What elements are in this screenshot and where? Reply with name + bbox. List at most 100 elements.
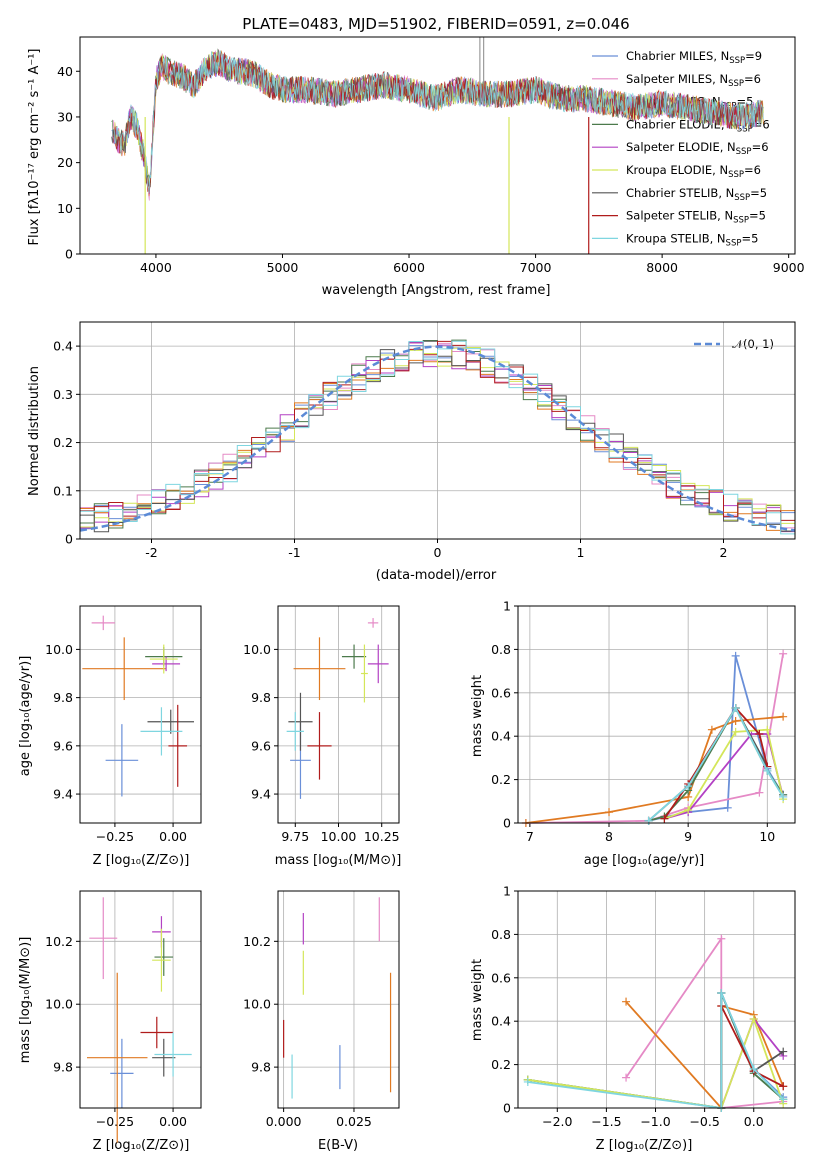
- wz-point-marker: [622, 997, 631, 1006]
- wage-xtick-label: 7: [526, 829, 534, 844]
- massebv-xtick-label: 0.025: [336, 1114, 372, 1129]
- massz-frame: [79, 890, 202, 1109]
- spectrum-xtick-label: 5000: [267, 260, 299, 275]
- agem-ytick-label: 10.0: [243, 642, 271, 657]
- massebv-ytick-label: 10.0: [243, 997, 271, 1012]
- massz-ytick-label: 10.2: [45, 934, 73, 949]
- wage-point-marker: [731, 703, 740, 712]
- agez-ytick-label: 10.0: [45, 642, 73, 657]
- residuals-ylabel: Normed distribution: [27, 366, 42, 496]
- massebv-xlabel: E(B-V): [318, 1138, 358, 1153]
- wage-point-marker: [779, 792, 788, 801]
- wage-point-marker: [723, 803, 732, 812]
- residuals-histograms: [80, 339, 795, 537]
- agem-ytick-label: 9.8: [251, 690, 271, 705]
- figure-title: PLATE=0483, MJD=51902, FIBERID=0591, z=0…: [242, 15, 629, 33]
- wz-point-marker: [717, 988, 726, 997]
- legend-entry-label: Salpeter ELODIE, NSSP=6: [626, 140, 769, 157]
- spectrum-ytick-label: 20: [57, 155, 73, 170]
- wage-point-marker: [763, 766, 772, 775]
- massz-xlabel: Z [log₁₀(Z/Z⊙)]: [93, 1138, 190, 1153]
- wz-ytick-label: 0.2: [491, 1057, 511, 1072]
- normal-legend-label: 𝒩(0, 1): [732, 337, 774, 351]
- legend-entry-label: Kroupa STELIB, NSSP=5: [626, 231, 758, 248]
- wage-ytick-label: 0.8: [491, 642, 511, 657]
- agem-ytick-label: 9.6: [251, 738, 271, 753]
- agez-xtick-label: −0.25: [96, 829, 134, 844]
- agez-ytick-label: 9.8: [53, 690, 73, 705]
- residuals-xtick-label: 2: [720, 545, 728, 560]
- massz-xtick-label: 0.00: [159, 1114, 187, 1129]
- wage-ylabel: mass weight: [470, 675, 485, 757]
- wage-ytick-label: 0.4: [491, 729, 511, 744]
- wz-xlabel: Z [log₁₀(Z/Z⊙)]: [596, 1138, 693, 1153]
- residuals-xtick-label: -2: [145, 545, 157, 560]
- massebv-ytick-label: 9.8: [251, 1060, 271, 1075]
- spectrum-frame: [79, 36, 796, 255]
- wz-point-marker: [749, 1015, 758, 1024]
- spectrum-ytick-label: 0: [65, 247, 73, 262]
- mass-vs-ebv-panel: E(B-V) 0.000 0.025 9.8 10.0 10.2: [243, 890, 400, 1153]
- residuals-ytick-label: 0: [65, 532, 73, 547]
- agem-xtick-label: 10.00: [321, 829, 357, 844]
- spectrum-xtick-label: 7000: [520, 260, 552, 275]
- mass-vs-metallicity-panel: Z [log₁₀(Z/Z⊙)] mass [log₁₀(M/M⊙)] −0.25…: [18, 890, 202, 1153]
- spectrum-xtick-label: 8000: [646, 260, 678, 275]
- massz-xtick-label: −0.25: [96, 1114, 134, 1129]
- spectrum-ytick-label: 40: [57, 64, 73, 79]
- wz-xtick-label: −1.0: [640, 1114, 670, 1129]
- wage-point-marker: [731, 727, 740, 736]
- wage-xtick-label: 9: [684, 829, 692, 844]
- massz-ylabel: mass [log₁₀(M/M⊙)]: [18, 937, 33, 1064]
- wage-series-line: [525, 653, 784, 824]
- residuals-ytick-label: 0.2: [53, 435, 73, 450]
- spectrum-ylabel: Flux [fλ10⁻¹⁷ erg cm⁻² s⁻¹ A⁻¹]: [27, 49, 42, 246]
- spectrum-ytick-label: 10: [57, 201, 73, 216]
- massz-ytick-label: 10.0: [45, 997, 73, 1012]
- wz-ytick-label: 0.4: [491, 1014, 511, 1029]
- wz-frame: [517, 890, 796, 1109]
- wz-point-marker: [622, 1073, 631, 1082]
- wz-xtick-label: 0.0: [744, 1114, 764, 1129]
- wz-ytick-label: 0.8: [491, 927, 511, 942]
- residuals-panel: (data-model)/error Normed distribution 𝒩…: [27, 321, 796, 583]
- agem-xtick-label: 10.25: [364, 829, 400, 844]
- agez-ytick-label: 9.4: [53, 787, 73, 802]
- wz-point-marker: [779, 1082, 788, 1091]
- wage-point-marker: [731, 717, 740, 726]
- massebv-xtick-label: 0.000: [266, 1114, 302, 1129]
- legend-entry-label: Chabrier STELIB, NSSP=5: [626, 186, 767, 203]
- spectrum-xtick-label: 4000: [140, 260, 172, 275]
- age-vs-mass-panel: mass [log₁₀(M/M⊙)] 9.75 10.00 10.25 9.4 9.6 9…: [243, 605, 402, 868]
- agem-xtick-label: 9.75: [281, 829, 309, 844]
- residuals-xlabel: (data-model)/error: [376, 568, 497, 583]
- spectrum-xtick-label: 9000: [773, 260, 805, 275]
- residuals-histogram-step: [80, 340, 795, 535]
- agez-ytick-label: 9.6: [53, 738, 73, 753]
- spectrum-xtick-label: 6000: [393, 260, 425, 275]
- wage-point-marker: [684, 782, 693, 791]
- wage-frame: [517, 605, 796, 824]
- wage-ytick-label: 0: [503, 816, 511, 831]
- wage-point-marker: [605, 808, 614, 817]
- agem-frame: [277, 605, 400, 824]
- wage-xtick-label: 8: [605, 829, 613, 844]
- agem-ytick-label: 9.4: [251, 787, 271, 802]
- wz-point-marker: [779, 1095, 788, 1104]
- wage-point-marker: [731, 651, 740, 660]
- agem-xlabel: mass [log₁₀(M/M⊙)]: [275, 853, 402, 868]
- legend-entry-label: Chabrier MILES, NSSP=9: [626, 49, 762, 66]
- spectrum-legend: Chabrier MILES, NSSP=9 Salpeter MILES, NS…: [592, 49, 770, 248]
- massz-ytick-label: 9.8: [53, 1060, 73, 1075]
- residuals-xtick-label: 1: [577, 545, 585, 560]
- age-vs-metallicity-panel: Z [log₁₀(Z/Z⊙)] age [log₁₀(age/yr)] −0.2…: [18, 605, 202, 868]
- wz-point-marker: [779, 1047, 788, 1056]
- wz-ylabel: mass weight: [470, 959, 485, 1041]
- wz-point-marker: [523, 1077, 532, 1086]
- wz-ytick-label: 0: [503, 1101, 511, 1116]
- wage-point-marker: [755, 730, 764, 739]
- legend-entry-label: Kroupa ELODIE, NSSP=6: [626, 163, 761, 180]
- wage-series-line: [525, 715, 784, 824]
- wz-ytick-label: 0.6: [491, 970, 511, 985]
